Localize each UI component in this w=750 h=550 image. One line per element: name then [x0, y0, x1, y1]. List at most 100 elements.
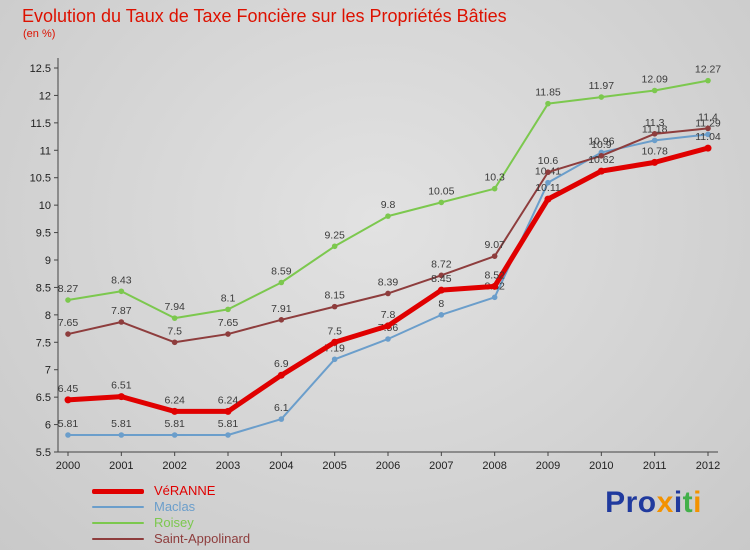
data-label: 9.25: [324, 229, 345, 241]
data-label: 8.43: [111, 274, 132, 286]
x-tick-label: 2008: [482, 460, 506, 472]
data-point: [225, 432, 231, 438]
logo-letter: t: [682, 486, 694, 519]
data-point: [331, 243, 338, 250]
x-tick-label: 2001: [109, 460, 133, 472]
data-label: 5.81: [218, 418, 239, 430]
y-tick-label: 8.5: [36, 282, 51, 294]
data-point: [225, 306, 231, 313]
legend-label: VéRANNE: [154, 483, 216, 498]
data-label: 10.3: [484, 172, 505, 184]
data-point: [118, 319, 125, 325]
data-point: [225, 331, 231, 337]
data-label: 10.6: [538, 155, 559, 167]
y-tick-label: 6.5: [36, 392, 51, 404]
series-maclas: 5.815.815.815.816.17.197.5688.3210.4110.…: [58, 117, 721, 438]
data-label: 8.52: [484, 269, 505, 281]
data-label: 7.5: [327, 325, 342, 337]
data-label: 10.05: [428, 185, 454, 197]
x-tick-label: 2004: [269, 460, 293, 472]
data-label: 12.27: [695, 64, 721, 76]
x-tick-label: 2000: [56, 460, 80, 472]
data-label: 7.87: [111, 305, 132, 317]
data-point: [545, 179, 551, 186]
data-point: [651, 158, 659, 166]
data-point: [331, 356, 338, 363]
legend-label: Maclas: [154, 499, 196, 514]
data-point: [278, 416, 285, 422]
logo-letter: o: [637, 486, 657, 519]
logo-letter: x: [656, 486, 674, 519]
x-tick-label: 2011: [643, 460, 667, 472]
data-point: [171, 432, 178, 438]
legend-item-v-ranne: VéRANNE: [92, 483, 250, 499]
data-point: [65, 432, 71, 438]
x-tick-label: 2012: [696, 460, 720, 472]
logo-letter: i: [693, 486, 702, 519]
data-point: [385, 290, 391, 297]
data-point: [117, 393, 125, 401]
legend-item-saint-appolinard: Saint-Appolinard: [92, 531, 250, 547]
data-label: 11.85: [535, 87, 561, 99]
y-tick-label: 7: [45, 365, 51, 377]
y-tick-label: 10: [39, 200, 51, 212]
data-point: [385, 336, 391, 342]
data-point: [544, 195, 552, 203]
data-point: [598, 152, 605, 159]
logo-letter: r: [625, 486, 638, 519]
legend-swatch: [92, 488, 144, 494]
data-point: [438, 312, 445, 318]
y-tick-label: 9.5: [36, 228, 51, 240]
y-tick-label: 9: [45, 255, 51, 267]
y-tick-label: 12.5: [30, 63, 51, 75]
data-point: [331, 303, 338, 310]
data-point: [491, 294, 498, 301]
data-point: [651, 137, 658, 144]
data-label: 7.8: [381, 309, 396, 321]
x-tick-label: 2007: [429, 460, 453, 472]
data-label: 6.24: [218, 394, 239, 406]
x-tick-label: 2009: [536, 460, 560, 472]
data-point: [491, 282, 499, 290]
y-tick-label: 5.5: [36, 447, 51, 459]
data-point: [277, 371, 285, 379]
data-label: 11.97: [589, 80, 615, 92]
logo-letter: i: [673, 486, 683, 519]
data-point: [651, 87, 658, 94]
data-label: 6.24: [164, 394, 185, 406]
data-label: 8.45: [431, 273, 452, 285]
y-tick-label: 12: [39, 90, 51, 102]
data-label: 6.51: [111, 380, 132, 392]
data-label: 9.07: [484, 239, 505, 251]
legend: VéRANNE Maclas Roisey Saint-Appolinard: [92, 483, 250, 547]
data-label: 11.3: [645, 117, 665, 129]
data-label: 7.65: [218, 317, 239, 329]
y-tick-label: 11: [40, 145, 51, 157]
data-point: [331, 338, 339, 346]
y-tick-label: 11.5: [30, 118, 51, 130]
y-tick-label: 10.5: [30, 173, 51, 185]
series-v-ranne: 6.45 6.51 6.24 6.24 6.9 7.5 7.8 8.45 8.52 10.11 10…: [58, 131, 721, 415]
data-label: 8: [438, 298, 444, 310]
legend-swatch: [92, 506, 144, 508]
data-point: [545, 169, 551, 176]
data-point: [598, 94, 605, 100]
x-tick-label: 2002: [162, 460, 186, 472]
data-point: [705, 131, 711, 138]
x-tick-label: 2005: [322, 460, 346, 472]
data-label: 6.1: [274, 402, 289, 414]
data-point: [704, 144, 712, 152]
x-tick-label: 2003: [216, 460, 240, 472]
data-point: [651, 131, 658, 137]
data-point: [171, 315, 178, 321]
data-label: 10.62: [588, 154, 614, 166]
legend-label: Roisey: [154, 515, 194, 530]
data-point: [64, 396, 72, 404]
data-label: 7.5: [167, 325, 182, 337]
page-title: Evolution du Taux de Taxe Foncière sur l…: [22, 6, 507, 26]
data-label: 5.81: [164, 418, 185, 430]
x-tick-label: 2006: [376, 460, 400, 472]
data-label: 7.94: [164, 301, 185, 313]
data-point: [384, 322, 392, 330]
x-tick-label: 2010: [589, 460, 613, 472]
